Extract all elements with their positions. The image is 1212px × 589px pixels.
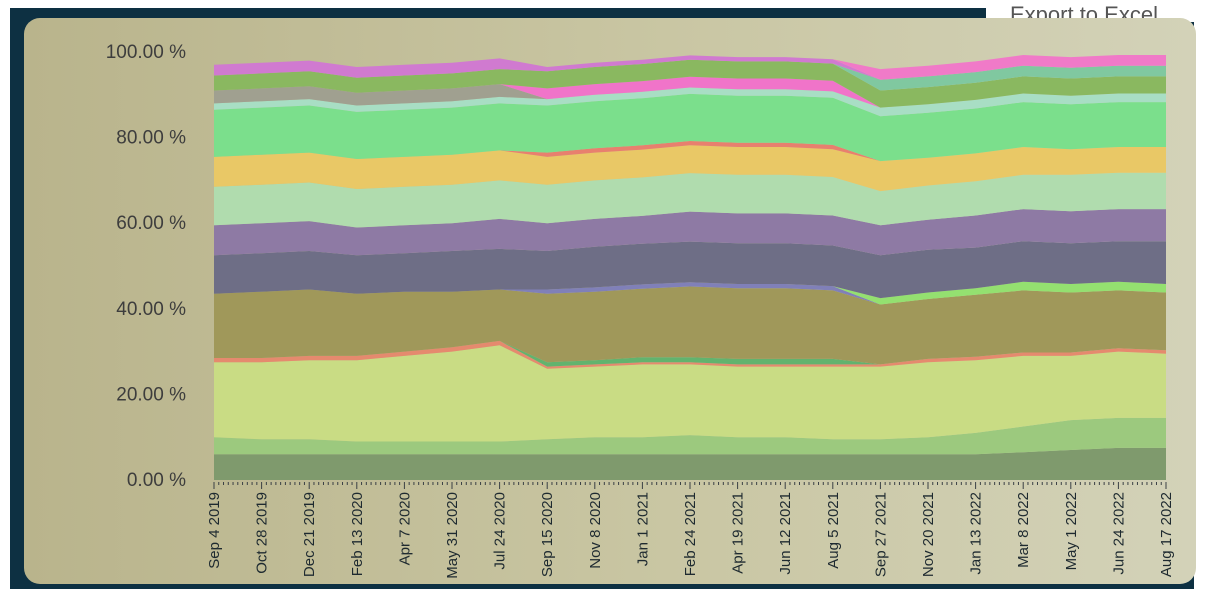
x-tick-label: Aug 17 2022 xyxy=(1158,492,1175,577)
x-tick-label: Jan 1 2021 xyxy=(634,492,651,566)
y-tick-label: 80.00 % xyxy=(116,128,186,149)
area-series-6 xyxy=(214,286,1166,365)
x-tick-label: Nov 20 2021 xyxy=(920,492,937,577)
area-series-21 xyxy=(214,55,1166,80)
x-tick-label: Sep 27 2021 xyxy=(872,492,889,577)
x-tick-label: Jun 24 2022 xyxy=(1110,492,1127,575)
y-tick-label: 60.00 % xyxy=(116,213,186,234)
area-series-8 xyxy=(214,281,1166,305)
x-tick-label: Apr 19 2021 xyxy=(730,492,747,574)
x-tick-label: May 1 2022 xyxy=(1063,492,1080,570)
x-tick-label: Sep 4 2019 xyxy=(206,492,223,569)
x-tick-label: Jul 24 2020 xyxy=(492,492,509,570)
y-tick-label: 100.00 % xyxy=(106,42,186,63)
area-series-3 xyxy=(214,345,1166,442)
export-to-excel-button[interactable]: Export to Excel xyxy=(986,0,1212,22)
x-tick-label: Aug 5 2021 xyxy=(825,492,842,569)
area-series-15 xyxy=(214,87,1166,117)
x-tick-label: Sep 15 2020 xyxy=(539,492,556,577)
y-tick-label: 40.00 % xyxy=(116,299,186,320)
area-series-9 xyxy=(214,241,1166,299)
x-tick-label: May 31 2020 xyxy=(444,492,461,579)
x-tick-label: Mar 8 2022 xyxy=(1015,492,1032,568)
area-series-17 xyxy=(214,76,1166,108)
area-series-1 xyxy=(214,447,1166,480)
x-tick-label: Feb 24 2021 xyxy=(682,492,699,576)
area-series-16 xyxy=(214,84,1166,108)
stacked-area-chart: 0.00 % 20.00 % 40.00 % 60.00 % 80.00 % 100.00… xyxy=(106,42,1175,579)
area-series-11 xyxy=(214,172,1166,228)
y-tick-label: 20.00 % xyxy=(116,384,186,405)
area-series-18 xyxy=(214,59,1166,108)
area-series-2 xyxy=(214,417,1166,455)
area-series-13 xyxy=(214,141,1166,162)
y-tick-label: 0.00 % xyxy=(127,470,186,491)
x-tick-label: Nov 8 2020 xyxy=(587,492,604,569)
area-series-10 xyxy=(214,209,1166,256)
area-series-4 xyxy=(214,340,1166,369)
x-tick-label: Apr 7 2020 xyxy=(396,492,413,565)
x-tick-label: Dec 21 2019 xyxy=(301,492,318,577)
area-series-20 xyxy=(214,55,1166,80)
x-tick-label: Oct 28 2019 xyxy=(254,492,271,574)
area-series-5 xyxy=(214,340,1166,367)
x-tick-label: Jan 13 2022 xyxy=(968,492,985,575)
area-series-12 xyxy=(214,145,1166,192)
chart-panel: 0.00 % 20.00 % 40.00 % 60.00 % 80.00 % 100.00… xyxy=(24,18,1196,584)
area-series-19 xyxy=(214,59,1166,91)
x-axis-ticks xyxy=(213,482,1167,489)
x-tick-label: Jun 12 2021 xyxy=(777,492,794,575)
area-series-14 xyxy=(214,93,1166,162)
x-tick-label: Feb 13 2020 xyxy=(349,492,366,576)
